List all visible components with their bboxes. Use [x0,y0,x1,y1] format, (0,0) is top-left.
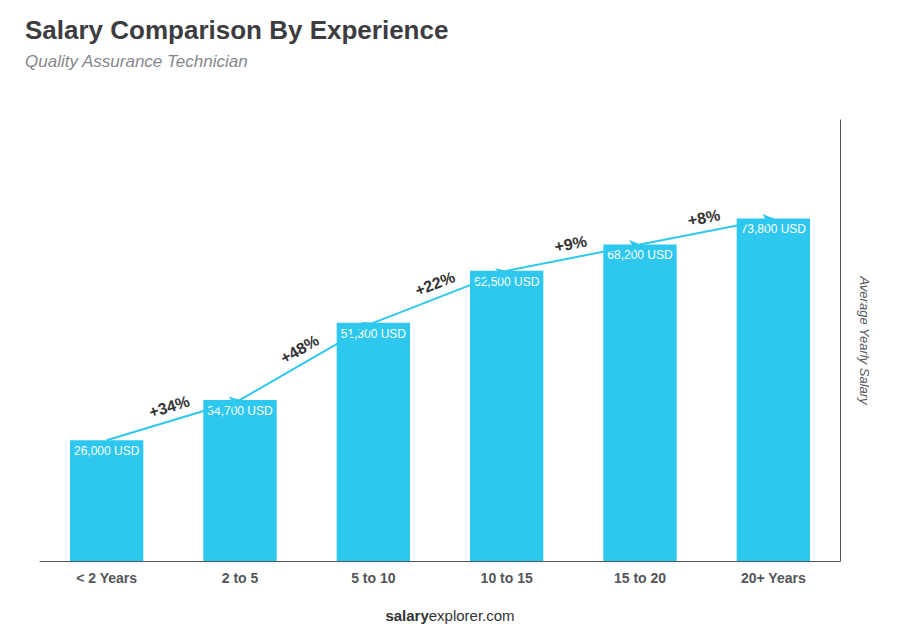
svg-text:explorer.com: explorer.com [429,607,515,624]
svg-text:51,300 USD: 51,300 USD [341,327,407,341]
svg-text:salary: salary [385,607,429,624]
svg-text:20+ Years: 20+ Years [741,570,806,586]
svg-text:Quality Assurance Technician: Quality Assurance Technician [25,52,248,71]
svg-text:2 to 5: 2 to 5 [222,570,259,586]
svg-text:Salary Comparison By Experienc: Salary Comparison By Experience [25,15,448,45]
svg-text:Average Yearly Salary: Average Yearly Salary [857,275,872,406]
svg-text:10 to 15: 10 to 15 [481,570,533,586]
svg-text:26,000 USD: 26,000 USD [74,444,140,458]
svg-text:15 to 20: 15 to 20 [614,570,666,586]
svg-text:+48%: +48% [278,332,322,367]
svg-text:+22%: +22% [413,268,458,299]
svg-text:+9%: +9% [553,232,588,255]
svg-text:73,800 USD: 73,800 USD [741,222,807,236]
svg-text:+8%: +8% [686,206,721,229]
svg-text:34,700 USD: 34,700 USD [207,403,273,418]
svg-text:62,500 USD: 62,500 USD [474,275,540,289]
svg-text:68,200 USD: 68,200 USD [607,248,673,262]
svg-text:< 2 Years: < 2 Years [76,570,137,586]
svg-text:5 to 10: 5 to 10 [351,570,396,586]
svg-text:+34%: +34% [147,393,191,421]
